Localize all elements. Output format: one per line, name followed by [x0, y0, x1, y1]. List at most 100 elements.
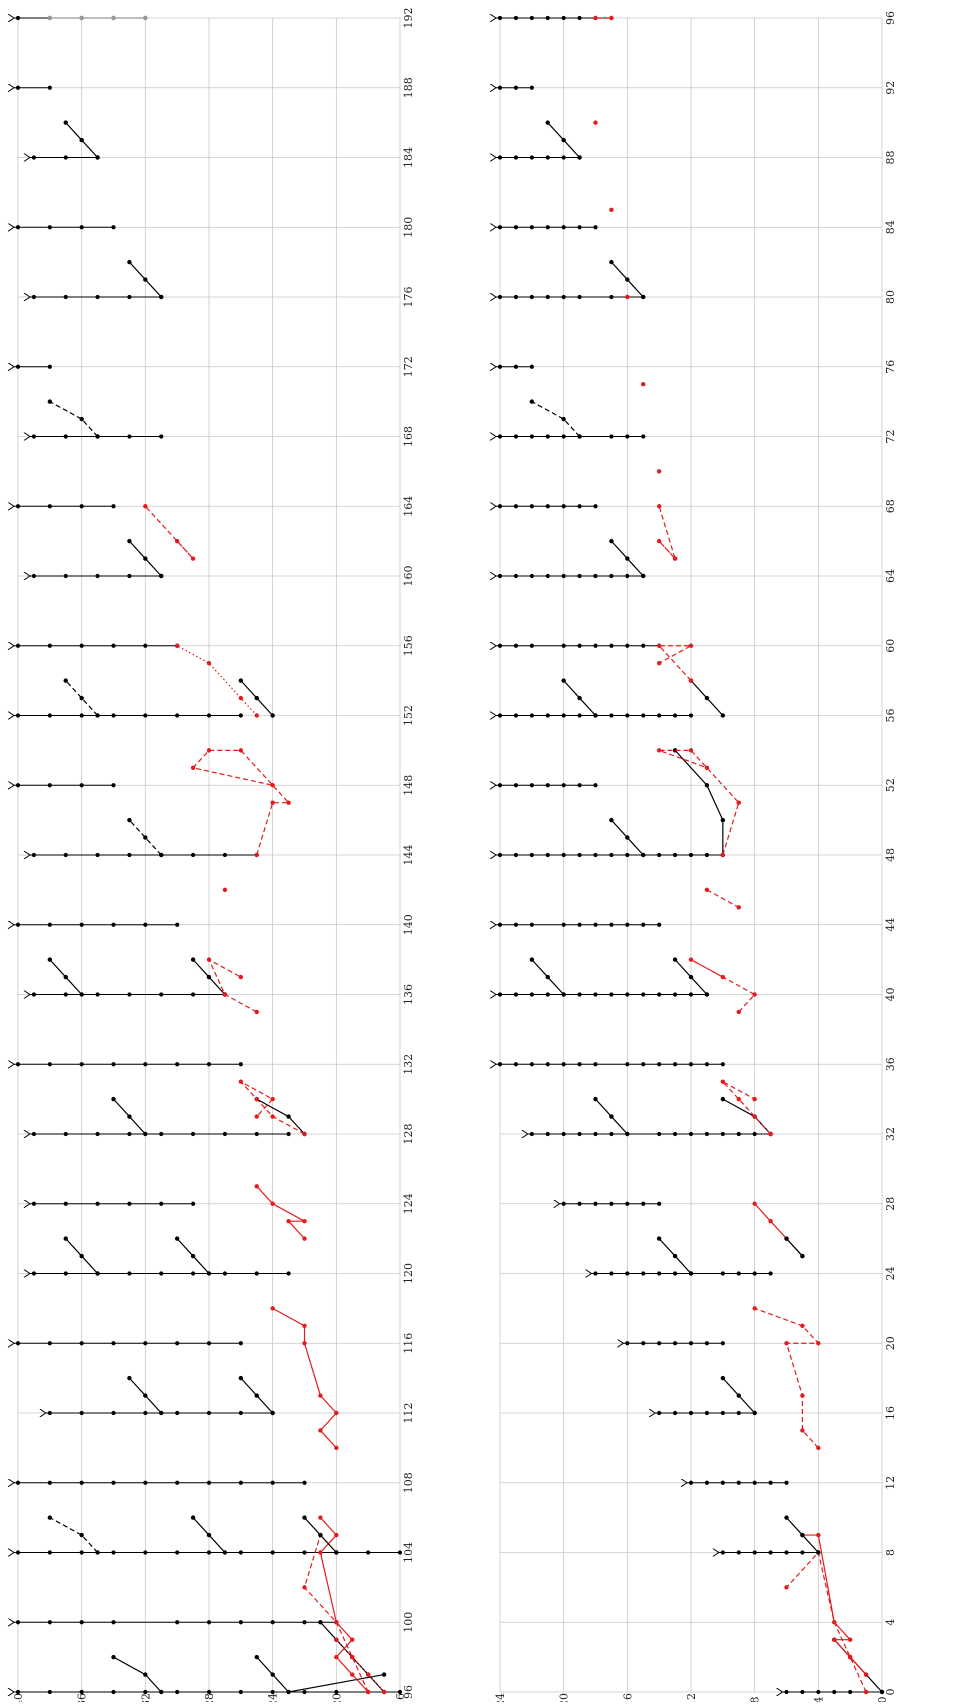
stack-point [561, 434, 566, 439]
y-tick-label: 88 [884, 151, 897, 165]
series-point [704, 783, 710, 788]
stack-point [31, 434, 37, 439]
stack-point [63, 1131, 68, 1137]
stack-point [143, 922, 148, 927]
series-point [720, 817, 726, 823]
series-point [143, 835, 148, 840]
y-tick-label: 128 [402, 1124, 415, 1145]
stack-point [143, 1480, 148, 1485]
stack-point [397, 1689, 403, 1695]
stack-point [529, 922, 534, 927]
stack-point [47, 643, 52, 648]
series-point [63, 974, 68, 980]
stack-point [206, 1689, 212, 1695]
series-point [577, 155, 582, 160]
stack-point [143, 1062, 148, 1067]
stack-point [143, 643, 148, 648]
series-point [270, 1114, 275, 1119]
stack-point [768, 1271, 773, 1276]
series-point [656, 1236, 662, 1241]
series-point [206, 660, 212, 666]
series-point [270, 800, 275, 805]
stack-point [561, 1201, 566, 1206]
stack-point [31, 1131, 37, 1137]
stack-point [545, 15, 550, 21]
series-point [381, 1689, 387, 1695]
series-point [863, 1672, 869, 1677]
stack-point [111, 1410, 116, 1416]
stack-point [768, 1550, 773, 1555]
series-line [690, 959, 756, 1013]
stack-point [672, 1062, 678, 1067]
stack-point [625, 1062, 630, 1067]
series-point [656, 643, 662, 648]
series-point [302, 1218, 307, 1224]
series-point [318, 1515, 323, 1520]
series-point [302, 1341, 307, 1346]
series-point [816, 1550, 821, 1555]
stack-point [95, 573, 100, 579]
y-tick-label: 100 [402, 1612, 415, 1633]
stack-point [704, 1480, 710, 1485]
series-point [302, 1585, 307, 1590]
x-tick-label: 0 [876, 1697, 889, 1703]
stack-point [15, 643, 21, 648]
series-point [254, 695, 259, 701]
series-point [79, 416, 84, 422]
series-point [95, 1550, 100, 1555]
stack-point [657, 852, 662, 858]
stack-point [529, 364, 534, 369]
stack-point [497, 1062, 503, 1067]
series-point [334, 1637, 339, 1642]
series-point [254, 1114, 259, 1119]
stack-point [63, 434, 68, 439]
stack-point [545, 783, 550, 788]
stack-point [720, 1410, 725, 1416]
stack-point [175, 1689, 180, 1695]
stack-point [688, 1131, 694, 1137]
stack-point [657, 922, 662, 927]
stack-point [513, 225, 519, 230]
stack-point [688, 852, 694, 858]
stack-point [127, 1201, 132, 1206]
stack-point [513, 573, 519, 579]
series-point [561, 137, 566, 143]
y-tick-label: 60 [884, 639, 897, 653]
series-point [95, 713, 100, 718]
stack-point [561, 573, 566, 579]
series-point [127, 259, 132, 265]
stack-point [609, 922, 614, 927]
stack-point [31, 992, 37, 997]
stack-point [497, 434, 503, 439]
stack-point [529, 1131, 534, 1137]
stack-point [545, 992, 550, 997]
stack-point [577, 1131, 582, 1137]
x-tick-label: 8 [749, 1697, 762, 1703]
stack-point [286, 1131, 291, 1137]
series-point [159, 852, 164, 858]
stack-point [641, 1271, 646, 1276]
series-point [720, 1096, 726, 1102]
series-line [207, 958, 258, 1013]
stack-point [111, 783, 116, 788]
stack-point [625, 1201, 630, 1206]
series-point [688, 974, 694, 980]
stack-point [497, 85, 503, 90]
series-point [688, 957, 694, 962]
stack-point [111, 713, 116, 718]
series-point [238, 1375, 244, 1381]
stack-point [79, 713, 84, 718]
stack-point [497, 15, 503, 21]
stack-point [609, 643, 614, 648]
y-tick-label: 148 [402, 775, 415, 796]
stack-point [175, 1620, 180, 1625]
series-point [641, 381, 646, 387]
series-point [127, 1114, 132, 1119]
series-point [254, 713, 259, 718]
stack-point [63, 155, 68, 160]
stack-point [206, 1410, 212, 1416]
y-tick-label: 44 [884, 918, 897, 932]
series-point [593, 713, 598, 718]
stack-point [593, 922, 598, 927]
series-point [365, 1689, 371, 1695]
